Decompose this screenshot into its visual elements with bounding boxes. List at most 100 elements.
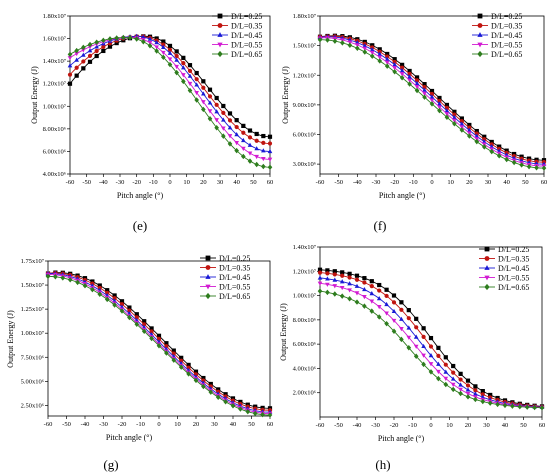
data-point [181,55,186,60]
data-point [241,137,246,143]
legend-label: D/L=0.45 [491,31,522,40]
data-point [317,288,323,294]
data-point [112,296,117,301]
data-point [391,300,397,305]
data-point [369,53,375,59]
data-point [467,127,472,132]
data-point [504,148,509,153]
data-point [481,144,487,150]
y-tick-label: 3.00x10⁶ [293,161,316,168]
data-point [347,42,353,48]
data-point [167,61,173,68]
data-point [354,277,360,282]
x-tick-label: 10 [447,179,454,186]
data-point [81,66,86,71]
legend-item: D/L=0.35 [212,22,262,31]
legend-item: D/L=0.55 [472,41,522,50]
data-point [261,133,266,139]
data-point [247,128,253,133]
panel-f: -60 -50 -40 -30 -20 -10 0 10 20 30 40 50 60 3.00x10⁶ 6… [275,0,550,236]
data-point [392,66,397,71]
data-point [376,295,382,301]
data-point [81,59,86,64]
legend-label: D/L=0.45 [231,31,262,40]
legend-label: D/L=0.65 [231,50,262,59]
data-point [362,49,368,55]
data-point [201,100,206,105]
data-point [340,270,345,275]
data-point [517,403,523,410]
x-tick-label: -40 [353,179,362,186]
legend-label: D/L=0.45 [219,273,250,282]
data-point [377,288,382,293]
data-point [400,65,405,70]
x-tick-label: 50 [250,179,257,186]
x-tick-label: -50 [334,179,343,186]
data-point [473,384,478,389]
data-point [407,68,412,74]
data-point [422,94,427,100]
data-point [362,43,368,48]
legend-marker [205,255,211,261]
data-point [332,291,338,297]
data-point [414,84,420,90]
legend-label: D/L=0.35 [498,255,529,264]
data-point [414,78,420,83]
data-point [429,88,435,94]
data-point [87,53,93,58]
legend-marker [217,50,223,58]
x-tick-label: 0 [157,421,160,428]
x-tick-label: 60 [541,179,548,186]
y-tick-label: 1.75x10⁷ [21,258,44,265]
data-point [339,279,345,284]
data-point [459,116,464,121]
data-point [437,98,442,104]
legend-marker [205,284,211,290]
data-point [339,293,345,299]
data-point [97,291,103,297]
data-point [94,53,99,59]
data-point [325,282,330,287]
legend-label: D/L=0.65 [498,283,529,292]
data-point [452,120,457,127]
data-point [149,326,154,331]
data-point [101,44,106,49]
data-point [480,394,486,399]
data-point [221,133,226,139]
legend-label: D/L=0.25 [231,12,262,21]
data-point [482,134,487,139]
x-tick-label: -60 [316,179,325,186]
data-point [193,372,199,377]
legend-label: D/L=0.45 [498,264,529,273]
x-tick-label: -20 [132,179,141,186]
data-point [208,381,213,387]
legend-marker [205,292,211,300]
legend-marker [205,265,211,270]
x-tick-label: 20 [200,179,207,186]
data-point [406,345,412,351]
data-point [399,307,404,312]
data-point [254,154,259,160]
data-point [444,108,450,113]
data-point [339,285,345,291]
y-tick-label: 2.00x10⁶ [293,390,316,397]
data-point [174,69,179,76]
data-point [234,118,239,123]
data-point [201,85,206,90]
data-point [161,42,166,47]
data-point [154,40,159,45]
data-point [142,319,147,324]
data-point [267,157,273,162]
data-point [443,381,449,388]
data-point [194,70,199,76]
legend-marker [217,13,223,19]
legend: D/L=0.25D/L=0.35D/L=0.45D/L=0.55D/L=0.65 [479,245,529,292]
data-point [186,365,191,370]
legend-marker [484,283,490,291]
data-point [421,353,426,358]
x-tick-label: 30 [211,421,218,428]
data-point [354,283,360,288]
legend-marker [217,23,223,28]
legend-label: D/L=0.65 [491,50,522,59]
data-point [370,43,375,48]
